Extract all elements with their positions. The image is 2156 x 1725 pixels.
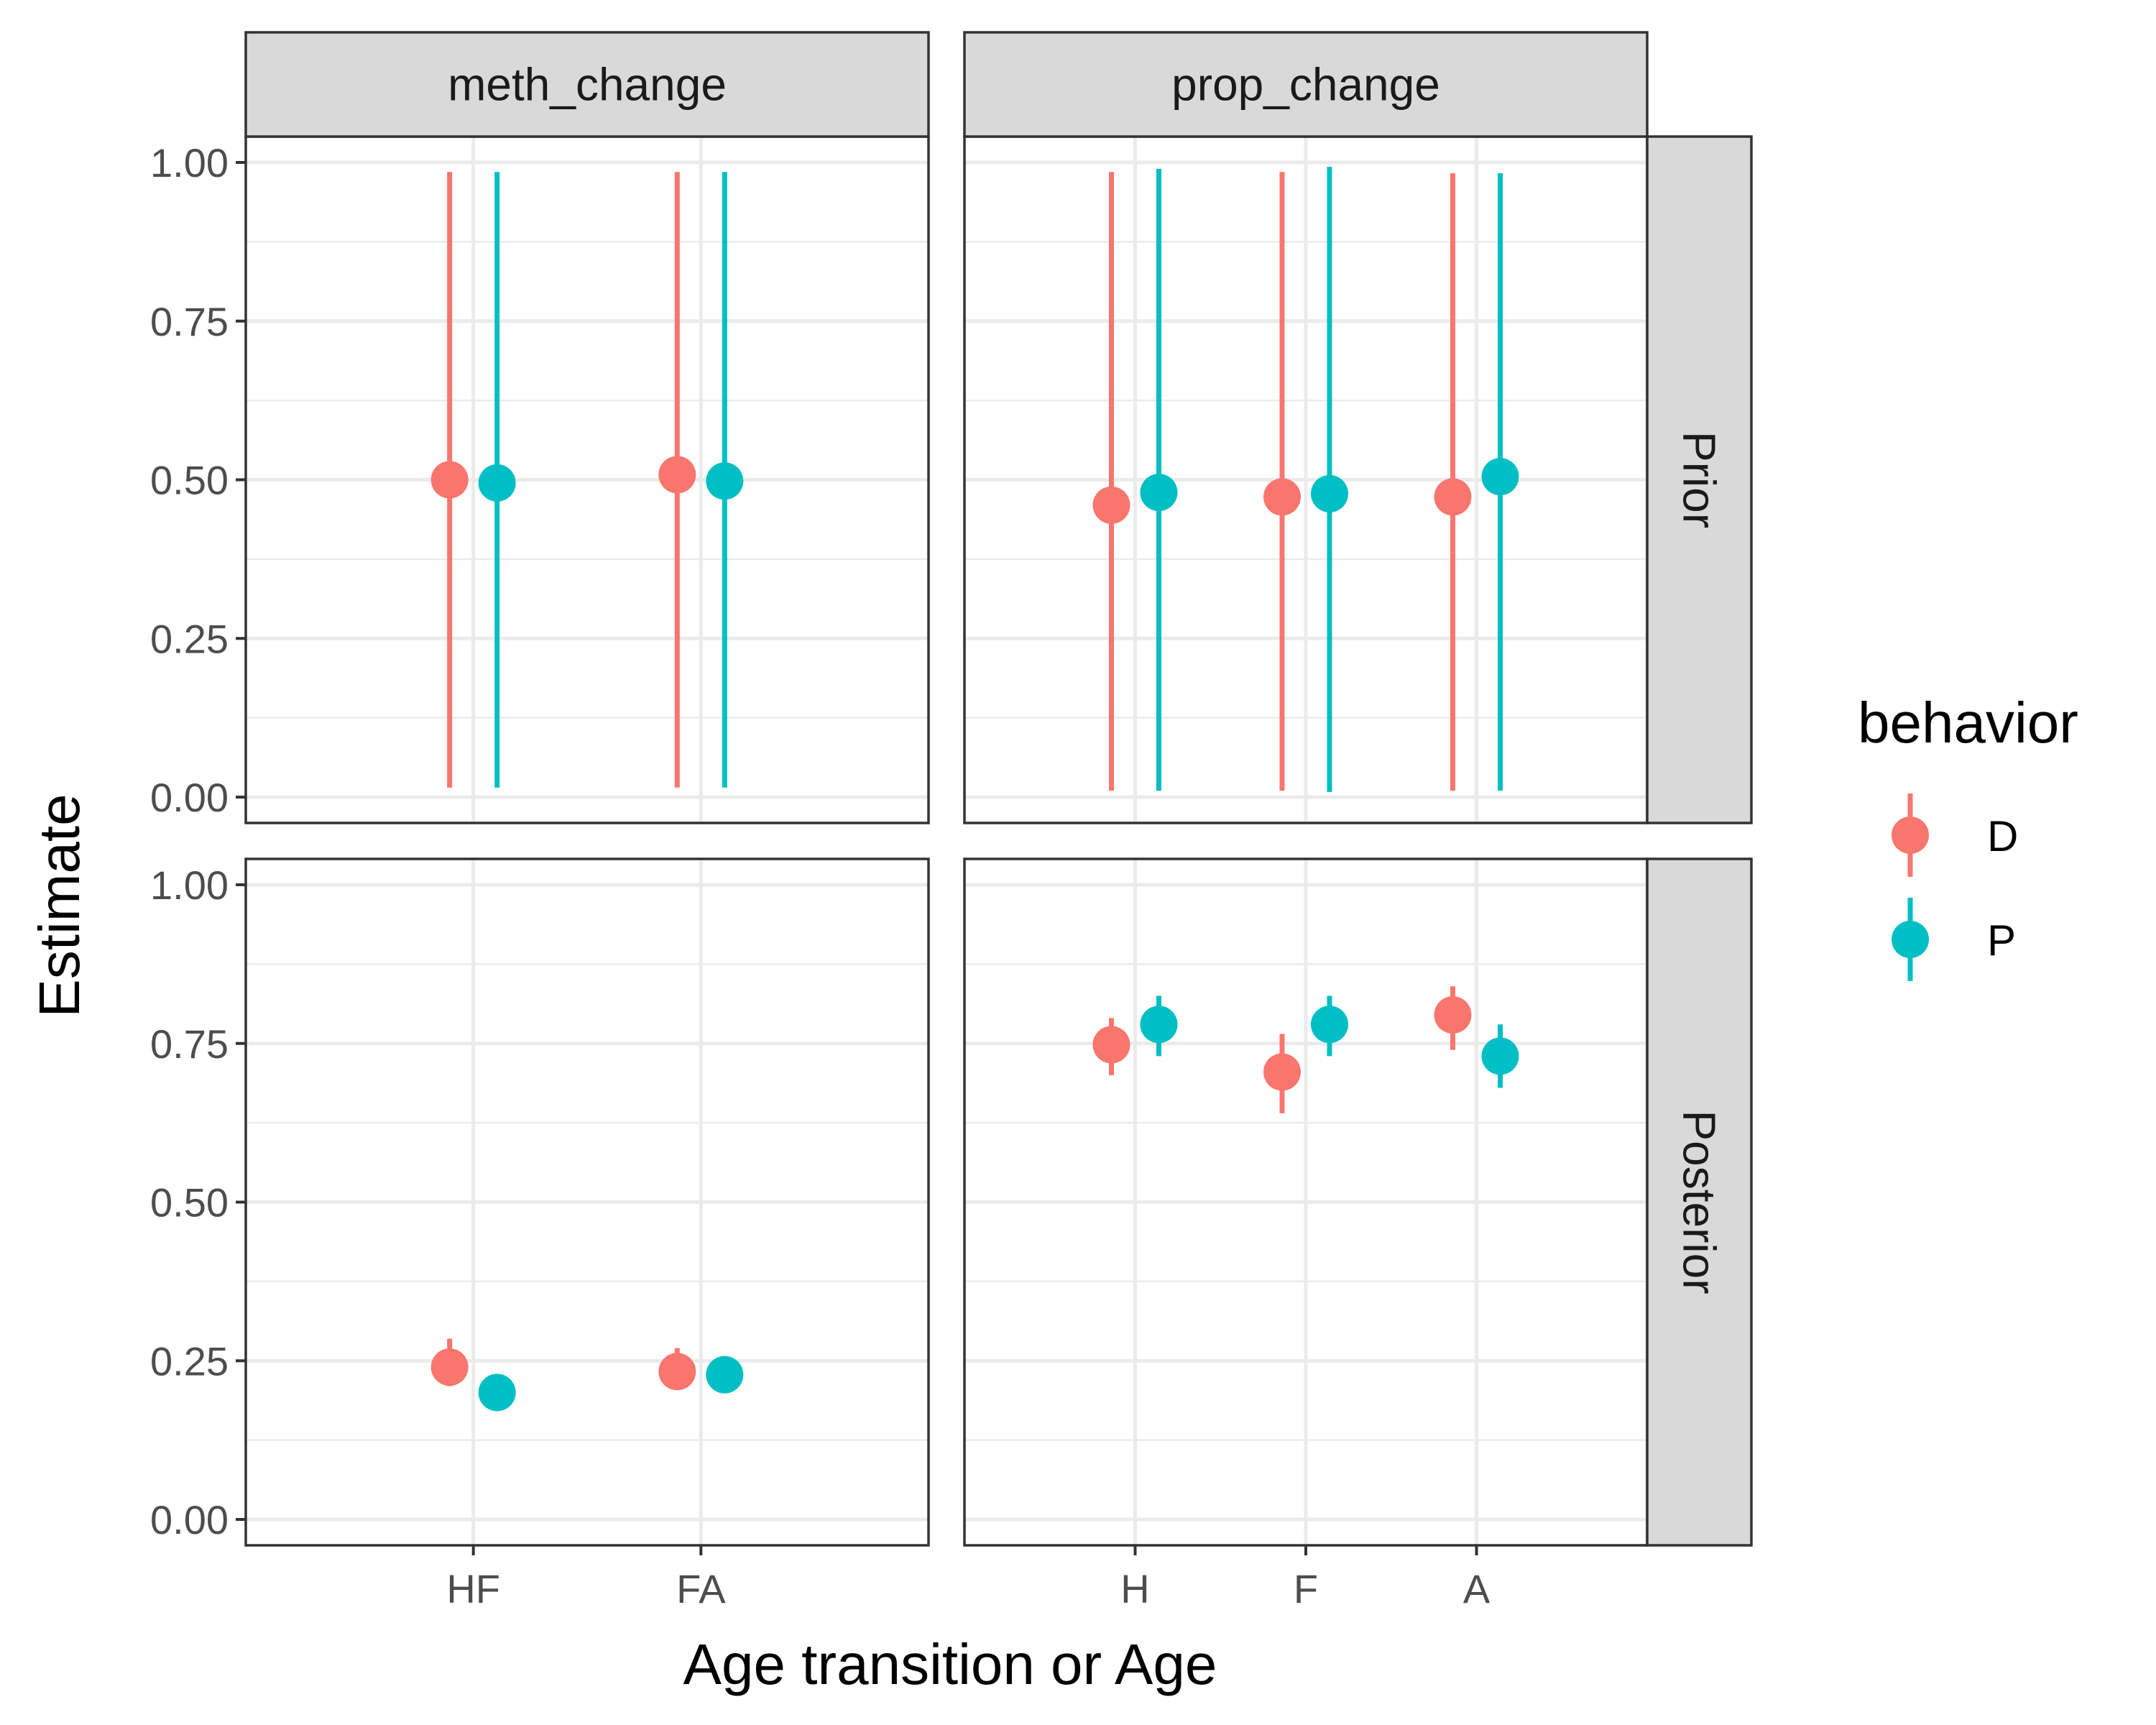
- legend-key-point: [1892, 816, 1929, 854]
- x-tick-label: HF: [446, 1566, 500, 1611]
- strip-label: prop_change: [1171, 59, 1440, 111]
- point-A-P: [1481, 458, 1519, 496]
- point-F-P: [1311, 474, 1348, 512]
- x-tick-label: H: [1120, 1566, 1149, 1611]
- point-H-P: [1140, 1006, 1178, 1044]
- y-tick-label: 1.00: [150, 862, 229, 908]
- x-tick-label: F: [1294, 1566, 1318, 1611]
- panel-prop_change-posterior: [963, 857, 1649, 1547]
- strip-prior: Prior: [1646, 135, 1753, 824]
- y-axis-title: Estimate: [27, 794, 91, 1017]
- panel-meth_change-posterior: [244, 857, 930, 1547]
- legend-label: P: [1987, 916, 2016, 965]
- y-tick-label: 0.50: [150, 1180, 229, 1225]
- point-FA-D: [658, 456, 696, 494]
- y-tick-label: 1.00: [150, 140, 229, 185]
- point-FA-D: [658, 1353, 696, 1391]
- strip-meth_change: meth_change: [244, 31, 930, 138]
- point-H-D: [1092, 486, 1130, 524]
- x-axis-meth_change: HF FA: [446, 1545, 726, 1611]
- y-tick-label: 0.00: [150, 775, 229, 820]
- point-F-D: [1263, 478, 1301, 516]
- strip-posterior: Posterior: [1646, 857, 1753, 1547]
- legend: behavior D P: [1858, 691, 2078, 981]
- point-A-D: [1434, 478, 1472, 516]
- strip-background: [1646, 857, 1753, 1547]
- y-tick-label: 0.75: [150, 1021, 229, 1067]
- y-tick-label: 0.25: [150, 1338, 229, 1384]
- legend-entry-P: P: [1892, 898, 2016, 981]
- point-A-D: [1434, 996, 1472, 1034]
- y-axis-posterior: 0.00 0.25 0.50 0.75 1.00: [150, 862, 246, 1542]
- legend-label: D: [1987, 812, 2018, 860]
- point-HF-P: [478, 464, 516, 502]
- strip-prop_change: prop_change: [963, 31, 1649, 138]
- legend-entry-D: D: [1892, 794, 2018, 877]
- panels-layer: [244, 135, 1649, 1547]
- point-H-P: [1140, 474, 1178, 512]
- point-H-D: [1092, 1026, 1130, 1064]
- point-HF-D: [430, 1348, 469, 1386]
- strip-label: Posterior: [1674, 1110, 1726, 1294]
- point-FA-P: [706, 462, 744, 500]
- legend-title: behavior: [1858, 691, 2078, 755]
- y-tick-label: 0.00: [150, 1497, 229, 1542]
- point-F-P: [1311, 1006, 1348, 1044]
- axes-layer: 0.00 0.25 0.50 0.75 1.00 0.00 0.25 0.50 0.75 1.00…: [150, 140, 1491, 1611]
- panel-prop_change-prior: [963, 135, 1649, 824]
- x-tick-label: FA: [676, 1566, 726, 1611]
- point-FA-P: [706, 1356, 744, 1394]
- strip-background: [1646, 135, 1753, 824]
- panel-meth_change-prior: [244, 135, 930, 824]
- strip-label: meth_change: [448, 59, 727, 111]
- strip-background: [244, 31, 930, 138]
- strips-layer: meth_change prop_change Prior Posterior: [244, 31, 1753, 1547]
- point-A-P: [1481, 1037, 1519, 1075]
- y-axis-prior: 0.00 0.25 0.50 0.75 1.00: [150, 140, 246, 820]
- point-HF-P: [478, 1374, 516, 1412]
- legend-key-point: [1892, 921, 1929, 958]
- y-tick-label: 0.25: [150, 616, 229, 661]
- x-tick-label: A: [1463, 1566, 1491, 1611]
- y-tick-label: 0.50: [150, 458, 229, 503]
- point-F-D: [1263, 1053, 1301, 1091]
- point-HF-D: [430, 461, 469, 499]
- y-tick-label: 0.75: [150, 299, 229, 344]
- strip-label: Prior: [1674, 431, 1726, 528]
- x-axis-title: Age transition or Age: [683, 1632, 1217, 1696]
- strip-background: [963, 31, 1649, 138]
